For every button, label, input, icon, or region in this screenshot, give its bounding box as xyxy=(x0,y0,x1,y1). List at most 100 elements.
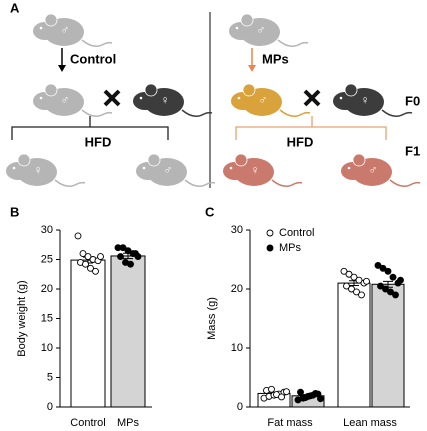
data-point xyxy=(355,276,363,284)
data-point xyxy=(132,250,139,258)
bar xyxy=(337,282,371,408)
sex-symbol: ♀ xyxy=(34,163,43,177)
data-point xyxy=(379,264,387,272)
mouse-ear xyxy=(242,83,256,97)
mouse-tail xyxy=(271,179,303,187)
data-point xyxy=(353,288,360,296)
data-point xyxy=(358,291,365,299)
data-point xyxy=(278,393,285,401)
legend-marker xyxy=(266,244,274,252)
data-point xyxy=(387,288,394,296)
data-point xyxy=(363,277,370,285)
data-point xyxy=(340,267,348,275)
mouse-ear xyxy=(44,13,58,27)
mouse-eye xyxy=(237,96,241,100)
mouse-ear xyxy=(144,83,158,97)
legend-marker xyxy=(266,229,274,237)
panel-label: C xyxy=(205,204,215,219)
y-tick-label: 15 xyxy=(41,312,53,324)
mouse-tail xyxy=(81,109,113,117)
bar xyxy=(371,283,405,408)
mouse-tail xyxy=(381,109,413,117)
data-point xyxy=(119,244,127,252)
mouse-tail xyxy=(184,179,216,187)
data-point xyxy=(97,253,104,260)
mouse: ♀ xyxy=(6,153,86,187)
mouse: ♂ xyxy=(341,153,421,187)
mouse-head xyxy=(223,162,247,180)
cross xyxy=(103,89,321,107)
y-tick-label: 30 xyxy=(41,224,53,236)
mouse-head xyxy=(229,22,253,40)
bar xyxy=(70,259,106,408)
data-point xyxy=(117,253,124,260)
mouse-ear xyxy=(234,153,248,167)
x-tick-label: Control xyxy=(70,417,105,429)
bracket xyxy=(235,116,387,140)
data-point xyxy=(297,388,304,396)
y-tick-label: 10 xyxy=(41,342,53,354)
bar xyxy=(110,255,146,408)
mouse-eye xyxy=(39,96,43,100)
data-point xyxy=(127,260,134,268)
sex-symbol: ♂ xyxy=(164,163,173,177)
mouse: ♂ xyxy=(229,13,309,47)
mouse-eye xyxy=(229,166,233,170)
data-point xyxy=(377,282,384,290)
sex-symbol: ♂ xyxy=(369,163,378,177)
data-point xyxy=(343,282,350,290)
sex-symbol: ♂ xyxy=(61,23,70,37)
y-tick-label: 0 xyxy=(237,401,243,413)
mouse: ♀ xyxy=(223,153,303,187)
y-axis-label: Mass (g) xyxy=(206,297,218,340)
mouse: ♀ xyxy=(333,83,413,117)
y-axis-label: Body weight (g) xyxy=(16,280,28,356)
diet-label: HFD xyxy=(287,134,314,149)
mouse-ear xyxy=(344,83,358,97)
data-point xyxy=(92,267,99,275)
mouse-head xyxy=(6,162,30,180)
sex-symbol: ♀ xyxy=(361,93,370,107)
data-point xyxy=(374,261,382,269)
arrow-head xyxy=(58,65,66,72)
mouse-eye xyxy=(39,26,43,30)
mouse-tail xyxy=(181,109,213,117)
y-tick-label: 20 xyxy=(231,283,243,295)
sex-symbol: ♂ xyxy=(257,23,266,37)
mouse-eye xyxy=(235,26,239,30)
mouse-tail xyxy=(54,179,86,187)
bracket xyxy=(11,116,169,140)
legend-label: MPs xyxy=(279,242,302,254)
data-point xyxy=(397,276,404,284)
sex-symbol: ♂ xyxy=(61,93,70,107)
y-tick-label: 20 xyxy=(41,283,53,295)
data-point xyxy=(79,250,87,258)
data-point xyxy=(382,285,389,293)
x-tick-label: Lean mass xyxy=(343,417,397,429)
data-point xyxy=(87,264,94,272)
mouse-eye xyxy=(347,166,351,170)
y-tick-label: 5 xyxy=(47,371,53,383)
diet-label: HFD xyxy=(85,134,112,149)
y-tick-label: 0 xyxy=(47,401,53,413)
y-tick-label: 25 xyxy=(41,253,53,265)
mouse: ♂ xyxy=(33,13,113,47)
mouse-head xyxy=(33,92,57,110)
data-point xyxy=(348,285,355,293)
panel-label: A xyxy=(10,0,20,15)
data-point xyxy=(345,270,353,278)
sex-symbol: ♀ xyxy=(251,163,260,177)
treatment-label: MPs xyxy=(262,51,289,66)
data-point xyxy=(312,389,319,397)
y-tick-label: 30 xyxy=(231,224,243,236)
mouse-eye xyxy=(339,96,343,100)
mouse-tail xyxy=(277,39,309,47)
generation-label: F1 xyxy=(405,143,420,158)
mouse-eye xyxy=(142,166,146,170)
mouse-head xyxy=(33,22,57,40)
mouse: ♀ xyxy=(133,83,213,117)
data-point xyxy=(389,273,397,281)
data-point xyxy=(82,260,89,268)
sex-symbol: ♂ xyxy=(259,93,268,107)
